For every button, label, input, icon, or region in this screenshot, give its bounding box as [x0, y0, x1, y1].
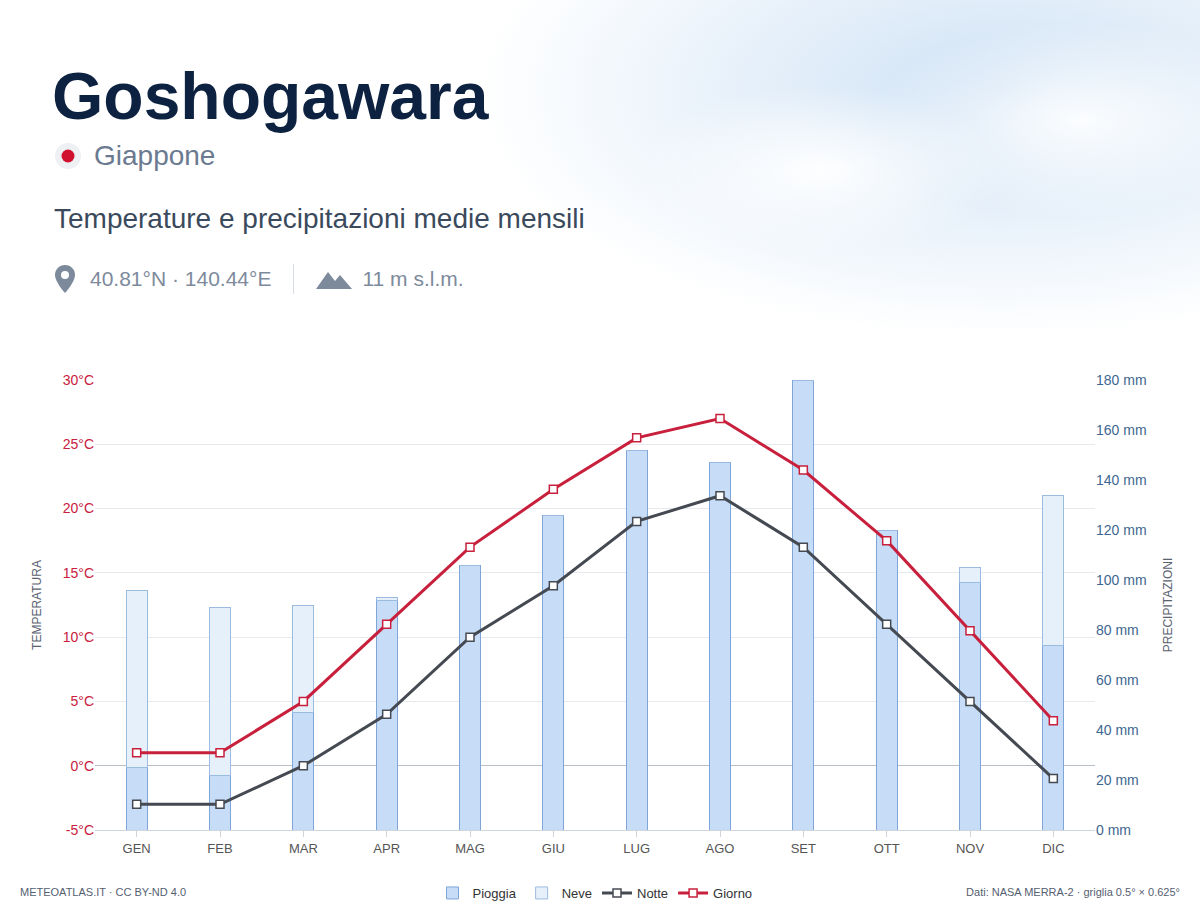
svg-text:5°C: 5°C	[71, 693, 95, 709]
svg-text:NOV: NOV	[956, 841, 985, 856]
html-text:40.81°N · 140.44°E: 40.81°N · 140.44°E	[90, 267, 272, 290]
svg-text:20 mm: 20 mm	[1096, 772, 1139, 788]
svg-text:20°C: 20°C	[63, 500, 94, 516]
svg-text:LUG: LUG	[623, 841, 650, 856]
svg-text:TEMPERATURA: TEMPERATURA	[30, 560, 44, 650]
svg-text:180 mm: 180 mm	[1096, 372, 1147, 388]
svg-text:10°C: 10°C	[63, 629, 94, 645]
html-text:11 m s.l.m.: 11 m s.l.m.	[362, 267, 464, 290]
svg-text:FEB: FEB	[207, 841, 232, 856]
svg-text:Giorno: Giorno	[713, 886, 752, 901]
svg-text:GEN: GEN	[123, 841, 151, 856]
svg-text:120 mm: 120 mm	[1096, 522, 1147, 538]
svg-text:160 mm: 160 mm	[1096, 422, 1147, 438]
html-text:METEOATLAS.IT · CC BY-ND 4.0: METEOATLAS.IT · CC BY-ND 4.0	[20, 886, 187, 898]
svg-text:15°C: 15°C	[63, 565, 94, 581]
svg-text:DIC: DIC	[1042, 841, 1064, 856]
svg-text:100 mm: 100 mm	[1096, 572, 1147, 588]
svg-text:60 mm: 60 mm	[1096, 672, 1139, 688]
svg-text:Pioggia: Pioggia	[473, 886, 517, 901]
svg-text:0°C: 0°C	[71, 758, 95, 774]
html-text:Dati: NASA MERRA-2 · griglia 0: Dati: NASA MERRA-2 · griglia 0.5° × 0.62…	[966, 886, 1180, 898]
svg-text:40 mm: 40 mm	[1096, 722, 1139, 738]
svg-text:80 mm: 80 mm	[1096, 622, 1139, 638]
html-text:Temperature e precipitazioni m: Temperature e precipitazioni medie mensi…	[54, 203, 585, 234]
svg-text:Neve: Neve	[562, 886, 592, 901]
svg-text:SET: SET	[791, 841, 816, 856]
svg-text:0 mm: 0 mm	[1096, 822, 1131, 838]
svg-text:PRECIPITAZIONI: PRECIPITAZIONI	[1161, 558, 1175, 652]
svg-text:APR: APR	[373, 841, 400, 856]
svg-text:Notte: Notte	[637, 886, 668, 901]
svg-text:140 mm: 140 mm	[1096, 472, 1147, 488]
svg-text:MAR: MAR	[289, 841, 318, 856]
svg-text:AGO: AGO	[706, 841, 735, 856]
html-text:Goshogawara: Goshogawara	[52, 59, 489, 133]
svg-text:MAG: MAG	[455, 841, 485, 856]
svg-text:GIU: GIU	[542, 841, 565, 856]
svg-text:30°C: 30°C	[63, 372, 94, 388]
html-text:Giappone: Giappone	[94, 140, 216, 171]
svg-text:-5°C: -5°C	[66, 822, 94, 838]
svg-text:OTT: OTT	[874, 841, 900, 856]
svg-text:25°C: 25°C	[63, 436, 94, 452]
